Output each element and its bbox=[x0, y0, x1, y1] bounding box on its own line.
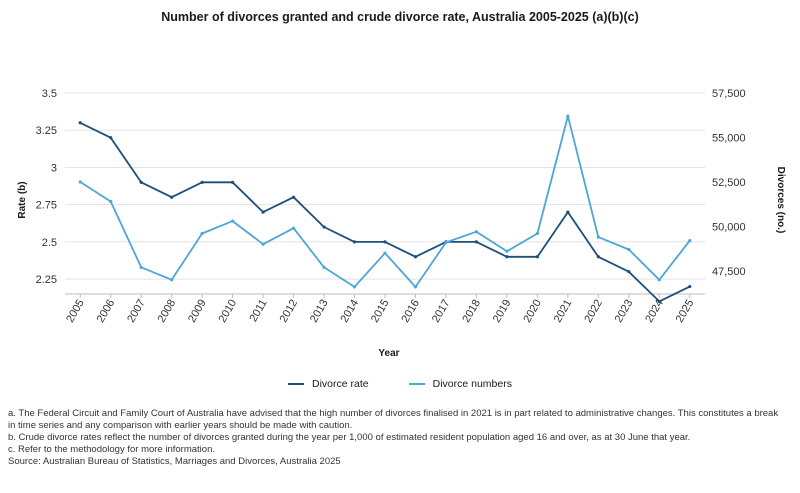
divorce-numbers-point[interactable] bbox=[444, 240, 448, 245]
y-left-tick-label: 2.5 bbox=[42, 237, 57, 249]
x-tick-label: 2022 bbox=[582, 298, 605, 325]
divorce-rate-point[interactable] bbox=[352, 240, 357, 244]
divorce-numbers-point[interactable] bbox=[170, 278, 174, 282]
x-tick-label: 2016 bbox=[399, 298, 422, 325]
divorce-rate-point[interactable] bbox=[78, 121, 82, 125]
divorce-rate-point[interactable] bbox=[566, 210, 570, 214]
divorce-numbers-point[interactable] bbox=[596, 235, 600, 239]
y-left-tick-label: 2.25 bbox=[36, 274, 57, 286]
legend-item-divorce-numbers[interactable]: Divorce numbers bbox=[408, 378, 512, 390]
divorce-rate-point[interactable] bbox=[383, 240, 387, 244]
legend-label-divorce-numbers: Divorce numbers bbox=[432, 378, 512, 390]
right-axis-ticks: 47,500 50,000 52,500 55,000 57,500 bbox=[712, 88, 746, 278]
source-note: Source: Australian Bureau of Statistics,… bbox=[8, 456, 341, 467]
y-left-tick-label: 3 bbox=[51, 162, 57, 174]
divorce-rate-point[interactable] bbox=[170, 195, 174, 199]
divorce-rate-point[interactable] bbox=[413, 255, 418, 259]
footnote-c: c. Refer to the methodology for more inf… bbox=[8, 444, 215, 455]
chart-title: Number of divorces granted and crude div… bbox=[161, 10, 639, 24]
divorce-numbers-point[interactable] bbox=[688, 239, 692, 243]
divorce-numbers-point[interactable] bbox=[139, 265, 143, 269]
y-left-tick-label: 3.25 bbox=[36, 125, 57, 137]
divorce-rate-point[interactable] bbox=[291, 195, 296, 199]
divorce-numbers-point[interactable] bbox=[505, 249, 509, 253]
divorce-rate-point[interactable] bbox=[627, 270, 631, 274]
divorce-numbers-point[interactable] bbox=[291, 226, 296, 230]
y-right-tick-label: 52,500 bbox=[712, 177, 746, 189]
divorce-numbers-point[interactable] bbox=[413, 285, 418, 289]
y-right-tick-label: 47,500 bbox=[712, 266, 746, 278]
divorce-numbers-point[interactable] bbox=[261, 242, 265, 246]
x-tick-label: 2018 bbox=[460, 298, 483, 325]
x-tick-label: 2025 bbox=[674, 298, 697, 325]
divorce-rate-line[interactable] bbox=[79, 121, 691, 303]
x-tick-label: 2021 bbox=[552, 298, 575, 325]
left-axis-ticks: 2.25 2.5 2.75 3 3.25 3.5 bbox=[36, 88, 57, 286]
x-tick-label: 2009 bbox=[186, 298, 209, 325]
divorce-numbers-point[interactable] bbox=[627, 247, 631, 252]
divorce-numbers-point[interactable] bbox=[322, 265, 326, 269]
x-tick-label: 2010 bbox=[217, 298, 240, 325]
x-tick-label: 2024 bbox=[643, 298, 666, 325]
x-tick-label: 2013 bbox=[308, 298, 331, 325]
divorce-numbers-point[interactable] bbox=[109, 199, 113, 204]
divorce-numbers-point[interactable] bbox=[231, 219, 235, 223]
x-tick-label: 2023 bbox=[613, 298, 636, 325]
divorce-numbers-point[interactable] bbox=[657, 278, 661, 282]
x-axis-ticks: 2005 2006 2007 2008 2009 2010 2011 2012 2013 2014… bbox=[64, 294, 696, 325]
series-lines bbox=[78, 114, 692, 304]
x-tick-label: 2017 bbox=[430, 298, 453, 325]
divorce-rate-point[interactable] bbox=[200, 180, 204, 184]
legend-swatch-divorce-rate bbox=[288, 383, 304, 385]
divorce-rate-point[interactable] bbox=[474, 240, 479, 244]
y-axis-left-title: Rate (b) bbox=[17, 181, 28, 218]
divorce-numbers-point[interactable] bbox=[566, 114, 570, 118]
x-tick-label: 2011 bbox=[247, 298, 269, 324]
divorce-rate-point[interactable] bbox=[322, 225, 326, 229]
divorce-numbers-point[interactable] bbox=[535, 231, 539, 236]
legend: Divorce rate Divorce numbers bbox=[0, 378, 800, 390]
y-left-tick-label: 2.75 bbox=[36, 200, 57, 212]
x-tick-label: 2006 bbox=[95, 298, 118, 325]
x-tick-label: 2007 bbox=[125, 298, 148, 325]
divorce-rate-point[interactable] bbox=[596, 255, 600, 259]
divorce-numbers-point[interactable] bbox=[78, 180, 82, 184]
x-tick-label: 2014 bbox=[338, 298, 361, 325]
divorce-rate-point[interactable] bbox=[688, 284, 692, 289]
divorce-rate-point[interactable] bbox=[109, 136, 113, 140]
x-tick-label: 2019 bbox=[491, 298, 514, 325]
divorce-rate-point[interactable] bbox=[657, 299, 661, 304]
divorce-rate-point[interactable] bbox=[261, 210, 265, 214]
footnote-a: a. The Federal Circuit and Family Court … bbox=[8, 408, 779, 431]
x-tick-label: 2012 bbox=[278, 298, 301, 325]
divorce-rate-point[interactable] bbox=[505, 255, 509, 259]
x-tick-label: 2008 bbox=[156, 298, 179, 325]
chart-canvas: 2.25 2.5 2.75 3 3.25 3.5 47,500 50,000 52,500 55… bbox=[17, 88, 786, 359]
divorce-numbers-point[interactable] bbox=[200, 231, 204, 236]
x-tick-label: 2005 bbox=[64, 298, 87, 325]
gridlines bbox=[65, 92, 705, 295]
y-left-tick-label: 3.5 bbox=[42, 88, 57, 100]
x-tick-label: 2020 bbox=[521, 298, 544, 325]
legend-item-divorce-rate[interactable]: Divorce rate bbox=[288, 378, 369, 390]
divorce-numbers-line[interactable] bbox=[79, 115, 691, 288]
x-tick-label: 2015 bbox=[369, 298, 392, 325]
divorce-rate-point[interactable] bbox=[231, 180, 235, 184]
y-right-tick-label: 55,000 bbox=[712, 132, 746, 144]
y-right-tick-label: 57,500 bbox=[712, 88, 746, 100]
x-axis-title: Year bbox=[378, 348, 399, 359]
divorce-numbers-point[interactable] bbox=[474, 230, 479, 234]
divorce-rate-point[interactable] bbox=[139, 180, 143, 184]
y-right-tick-label: 50,000 bbox=[712, 221, 746, 233]
divorce-rate-point[interactable] bbox=[535, 255, 539, 259]
y-axis-right-title: Divorces (no.) bbox=[775, 167, 786, 234]
divorce-numbers-point[interactable] bbox=[383, 251, 387, 255]
footnotes: a. The Federal Circuit and Family Court … bbox=[8, 408, 788, 468]
legend-swatch-divorce-numbers bbox=[408, 383, 425, 385]
footnote-b: b. Crude divorce rates reflect the numbe… bbox=[8, 432, 691, 443]
legend-label-divorce-rate: Divorce rate bbox=[312, 378, 369, 390]
divorce-numbers-point[interactable] bbox=[352, 285, 357, 289]
